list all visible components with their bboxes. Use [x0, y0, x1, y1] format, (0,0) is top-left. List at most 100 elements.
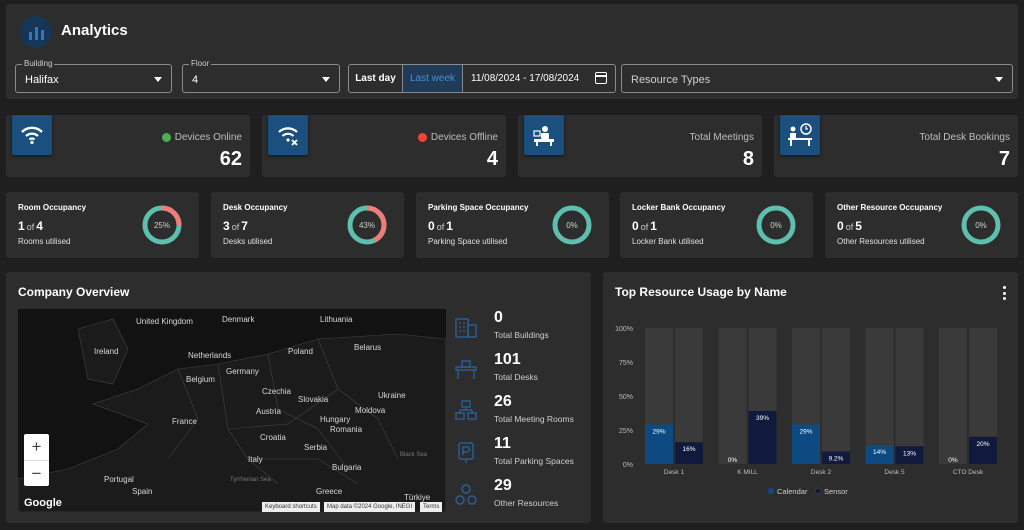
building-label: Building — [22, 59, 55, 68]
map-country-label: Lithuania — [320, 315, 353, 324]
y-tick-label: 50% — [619, 394, 633, 401]
bar-track — [895, 328, 924, 464]
bar-value-label: 0% — [948, 457, 958, 464]
sensor-bar — [675, 442, 703, 464]
donut-free-arc — [756, 205, 796, 245]
occupancy-donut: 43% — [347, 205, 387, 245]
kpi-value: 11 — [494, 435, 511, 452]
meeting-icon — [524, 115, 564, 155]
bar-track — [718, 328, 747, 464]
resource-usage-title: Top Resource Usage by Name — [615, 285, 787, 299]
last-week-button[interactable]: Last week — [403, 65, 463, 92]
map-country-label: Croatia — [260, 433, 286, 442]
resource-types-placeholder: Resource Types — [631, 74, 711, 86]
kpi-label: Total Desks — [494, 372, 538, 382]
building-select[interactable]: Building Halifax — [15, 59, 172, 93]
y-tick-label: 100% — [615, 326, 633, 333]
bar-value-label: 0% — [728, 457, 738, 464]
wifi-icon — [12, 115, 52, 155]
resource-types-select[interactable]: Resource Types — [621, 64, 1013, 93]
map-country-label: Denmark — [222, 315, 255, 324]
stat-label: Total Meetings — [689, 132, 754, 143]
donut-percent-label: 43% — [359, 221, 375, 230]
map-country-label: Austria — [256, 407, 281, 416]
occupancy-subtitle: Desks utilised — [223, 237, 273, 246]
zoom-out-button[interactable]: − — [24, 460, 49, 486]
building-icon — [455, 318, 477, 338]
map-sea-label: Black Sea — [400, 452, 428, 458]
map-country-label: Romania — [330, 425, 363, 434]
map-country-label: Spain — [132, 487, 153, 496]
chevron-down-icon — [995, 77, 1003, 82]
kpi-label: Total Meeting Rooms — [494, 414, 574, 424]
stat-label: Total Desk Bookings — [919, 132, 1010, 143]
occupancy-card: Desk Occupancy 3 of 7 Desks utilised 43% — [211, 192, 404, 258]
calendar-bar — [645, 424, 673, 464]
calendar-icon[interactable] — [595, 72, 607, 84]
filter-header: Analytics Building Halifax Floor 4 Last … — [6, 4, 1018, 99]
donut-used-arc — [142, 205, 182, 245]
analytics-logo-icon — [20, 16, 52, 48]
stat-value: 7 — [998, 148, 1010, 170]
map-country-label: Belgium — [186, 375, 215, 384]
floor-label: Floor — [189, 59, 212, 68]
occupancy-count: 0 of 5 — [837, 219, 862, 233]
occupancy-subtitle: Locker Bank utilised — [632, 237, 704, 246]
last-day-button[interactable]: Last day — [349, 65, 403, 92]
offline-status-dot — [417, 133, 427, 142]
resource-usage-chart: 0% 25% 50% 75% 100% 29% 16% Desk 1 0% 39% K MILL 29… — [615, 326, 997, 496]
terms-link[interactable]: Terms — [420, 502, 443, 512]
kpi-value: 26 — [494, 393, 512, 410]
occupancy-card: Room Occupancy 1 of 4 Rooms utilised 25% — [6, 192, 199, 258]
meeting-room-icon — [455, 400, 477, 420]
company-overview-card: Company Overview United Kingdom Ireland De… — [6, 272, 591, 523]
sensor-bar — [822, 451, 850, 464]
map-country-label: Greece — [316, 487, 343, 496]
bar-track — [822, 328, 850, 464]
bar-value-label: 16% — [682, 446, 695, 453]
kpi-value: 101 — [494, 351, 521, 368]
donut-percent-label: 25% — [154, 221, 170, 230]
sensor-bar — [748, 410, 777, 464]
stat-card-devices-online: Devices Online 62 — [6, 115, 250, 177]
map-country-label: France — [172, 417, 197, 426]
map-country-label: Bulgaria — [332, 463, 362, 472]
occupancy-card: Other Resource Occupancy 0 of 5 Other Resour… — [825, 192, 1018, 258]
building-value: Halifax — [25, 74, 59, 86]
occupancy-subtitle: Parking Space utilised — [428, 237, 508, 246]
chevron-down-icon — [154, 77, 162, 82]
stat-card-devices-offline: Devices Offline 4 — [262, 115, 506, 177]
occupancy-card: Locker Bank Occupancy 0 of 1 Locker Bank uti… — [620, 192, 813, 258]
map-data-attribution: Map data ©2024 Google, INEGI — [324, 502, 416, 512]
kpi-value: 0 — [494, 309, 503, 326]
bar-value-label: 29% — [652, 429, 665, 436]
keyboard-shortcuts-link[interactable]: Keyboard shortcuts — [262, 502, 320, 512]
x-tick-label: Desk 1 — [664, 469, 685, 476]
zoom-in-button[interactable]: + — [31, 437, 42, 456]
donut-used-arc — [347, 205, 387, 245]
map-country-label: Türkiye — [404, 493, 431, 502]
kpi-other-resources: 29 Other Resources — [454, 477, 584, 517]
x-tick-label: CTO Desk — [953, 469, 984, 476]
map-country-label: Portugal — [104, 475, 134, 484]
bar-value-label: 29% — [799, 429, 812, 436]
more-options-icon[interactable] — [1002, 286, 1006, 300]
europe-map[interactable]: United Kingdom Ireland Denmark Lithuania Net… — [18, 309, 446, 512]
legend-sensor-swatch — [814, 487, 822, 495]
kpi-label: Other Resources — [494, 498, 559, 508]
donut-percent-label: 0% — [770, 221, 782, 230]
occupancy-card: Parking Space Occupancy 0 of 1 Parking Space… — [416, 192, 609, 258]
kpi-total-desks: 101 Total Desks — [454, 351, 584, 391]
bar-value-label: 20% — [976, 441, 989, 448]
map-country-label: Czechia — [262, 387, 291, 396]
map-zoom-control: + − — [24, 434, 49, 486]
google-logo: Google — [24, 497, 62, 509]
map-country-label: Italy — [248, 455, 263, 464]
map-country-label: Ukraine — [378, 391, 406, 400]
donut-free-arc — [961, 205, 1001, 245]
floor-select[interactable]: Floor 4 — [182, 59, 340, 93]
occupancy-title: Parking Space Occupancy — [428, 203, 529, 212]
occupancy-donut: 0% — [552, 205, 592, 245]
occupancy-subtitle: Other Resources utilised — [837, 237, 925, 246]
date-range-input[interactable]: 11/08/2024 - 17/08/2024 — [463, 65, 615, 92]
